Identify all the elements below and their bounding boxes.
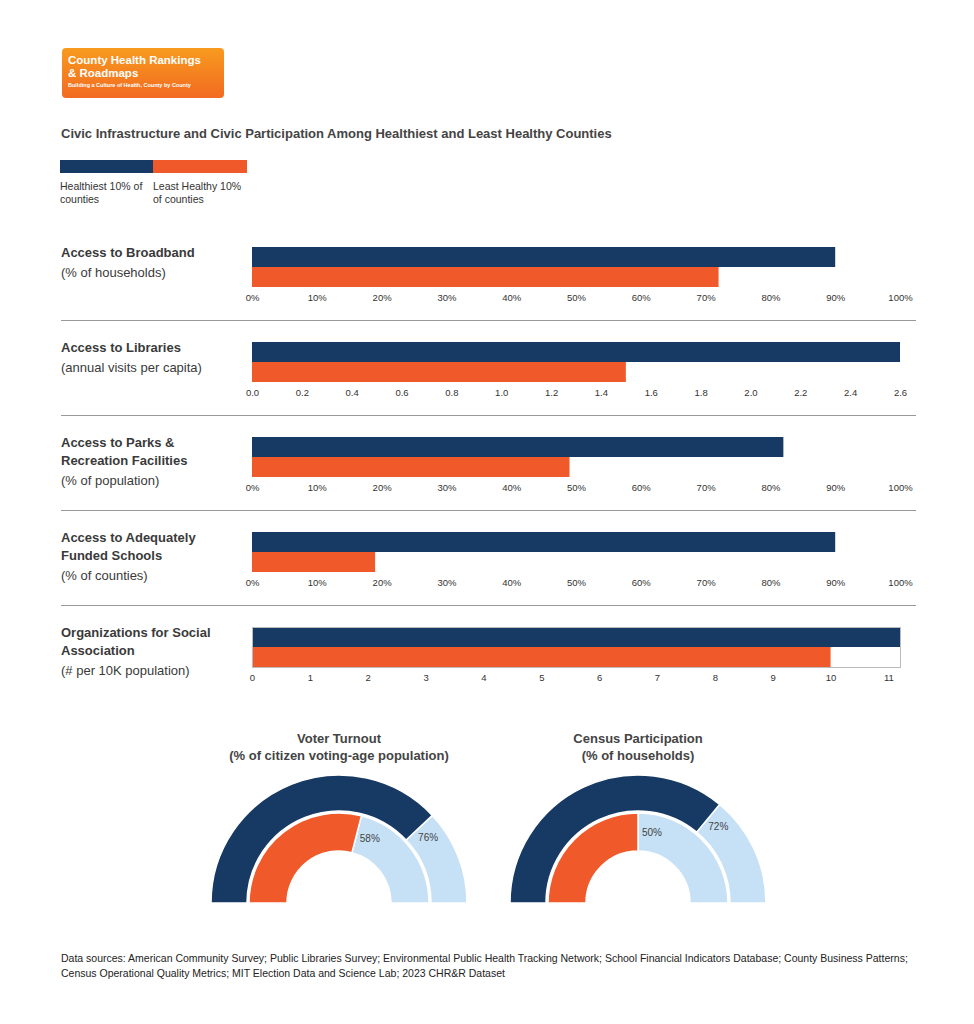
svg-text:1.4: 1.4 (595, 387, 608, 398)
svg-text:80%: 80% (761, 292, 781, 303)
svg-text:76%: 76% (418, 832, 438, 843)
svg-text:50%: 50% (567, 577, 587, 588)
svg-text:0%: 0% (246, 292, 260, 303)
svg-text:30%: 30% (437, 292, 457, 303)
svg-text:50%: 50% (567, 292, 587, 303)
html-text:(% of households): (% of households) (581, 748, 695, 763)
svg-text:40%: 40% (502, 292, 522, 303)
svg-text:70%: 70% (697, 482, 717, 493)
svg-text:2.2: 2.2 (794, 387, 807, 398)
svg-text:1.0: 1.0 (495, 387, 508, 398)
svg-text:10%: 10% (308, 482, 328, 493)
svg-text:100%: 100% (888, 482, 913, 493)
svg-text:70%: 70% (697, 292, 717, 303)
svg-text:1.8: 1.8 (695, 387, 708, 398)
svg-text:10: 10 (826, 672, 837, 683)
svg-text:70%: 70% (697, 577, 717, 588)
svg-text:3: 3 (423, 672, 428, 683)
svg-text:60%: 60% (632, 577, 652, 588)
svg-text:10%: 10% (308, 577, 328, 588)
svg-text:60%: 60% (632, 292, 652, 303)
svg-text:0.0: 0.0 (246, 387, 259, 398)
svg-text:100%: 100% (888, 577, 913, 588)
html-text:Access to Adequately Funded Sc: Access to Adequately Funded Schools (61, 530, 196, 563)
svg-text:40%: 40% (502, 577, 522, 588)
svg-text:2: 2 (366, 672, 371, 683)
svg-text:0%: 0% (246, 482, 260, 493)
html-text:Access to Libraries: Access to Libraries (61, 340, 181, 355)
html-text:(annual visits per capita): (annual visits per capita) (61, 360, 202, 375)
svg-text:20%: 20% (373, 292, 393, 303)
svg-text:0.8: 0.8 (445, 387, 458, 398)
html-text:Voter Turnout: Voter Turnout (297, 731, 381, 746)
svg-text:0%: 0% (246, 577, 260, 588)
svg-text:1: 1 (308, 672, 313, 683)
svg-text:20%: 20% (373, 482, 393, 493)
html-text:(% of citizen voting-age popul: (% of citizen voting-age population) (229, 748, 449, 763)
html-text:Census Participation: Census Participation (573, 731, 703, 746)
svg-text:0.4: 0.4 (346, 387, 359, 398)
svg-text:7: 7 (655, 672, 660, 683)
svg-text:2.0: 2.0 (744, 387, 757, 398)
svg-text:30%: 30% (437, 577, 457, 588)
svg-text:100%: 100% (888, 292, 913, 303)
svg-text:9: 9 (771, 672, 776, 683)
html-text:(% of households): (% of households) (61, 265, 166, 280)
svg-text:90%: 90% (826, 292, 846, 303)
html-text:Healthiest 10% of counties: Healthiest 10% of counties (60, 180, 143, 205)
html-text:Least Healthy 10% of counties: Least Healthy 10% of counties (153, 180, 242, 205)
svg-text:50%: 50% (567, 482, 587, 493)
svg-text:20%: 20% (373, 577, 393, 588)
svg-text:60%: 60% (632, 482, 652, 493)
svg-text:50%: 50% (642, 827, 662, 838)
svg-text:40%: 40% (502, 482, 522, 493)
html-text:(# per 10K population): (# per 10K population) (61, 663, 190, 678)
html-text:(% of population): (% of population) (61, 473, 160, 488)
svg-text:0: 0 (250, 672, 255, 683)
html-text:(% of counties): (% of counties) (61, 568, 148, 583)
html-text:Access to Broadband: Access to Broadband (61, 245, 195, 260)
svg-text:8: 8 (713, 672, 718, 683)
svg-text:30%: 30% (437, 482, 457, 493)
html-text:Organizations for Social Assoc: Organizations for Social Association (61, 625, 211, 658)
html-text:County Health Rankings & Roadm: County Health Rankings & Roadmaps (68, 54, 201, 79)
svg-text:1.2: 1.2 (545, 387, 558, 398)
svg-text:4: 4 (481, 672, 486, 683)
svg-text:1.6: 1.6 (645, 387, 658, 398)
svg-text:2.6: 2.6 (894, 387, 907, 398)
svg-text:11: 11 (884, 672, 894, 683)
html-text:Access to Parks & Recreation F: Access to Parks & Recreation Facilities (61, 435, 188, 468)
svg-text:5: 5 (539, 672, 544, 683)
svg-text:2.4: 2.4 (844, 387, 857, 398)
svg-text:90%: 90% (826, 577, 846, 588)
svg-text:80%: 80% (761, 577, 781, 588)
svg-text:10%: 10% (308, 292, 328, 303)
svg-text:0.6: 0.6 (395, 387, 408, 398)
svg-text:0.2: 0.2 (296, 387, 309, 398)
svg-text:6: 6 (597, 672, 602, 683)
svg-text:58%: 58% (360, 833, 380, 844)
svg-text:72%: 72% (708, 821, 728, 832)
html-text:Civic Infrastructure and Civic: Civic Infrastructure and Civic Participa… (61, 126, 612, 141)
html-text:Building a Culture of Health,: Building a Culture of Health, County by … (68, 82, 191, 88)
svg-text:90%: 90% (826, 482, 846, 493)
html-text:Data sources: American Communi: Data sources: American Community Survey;… (61, 952, 908, 979)
svg-text:80%: 80% (761, 482, 781, 493)
